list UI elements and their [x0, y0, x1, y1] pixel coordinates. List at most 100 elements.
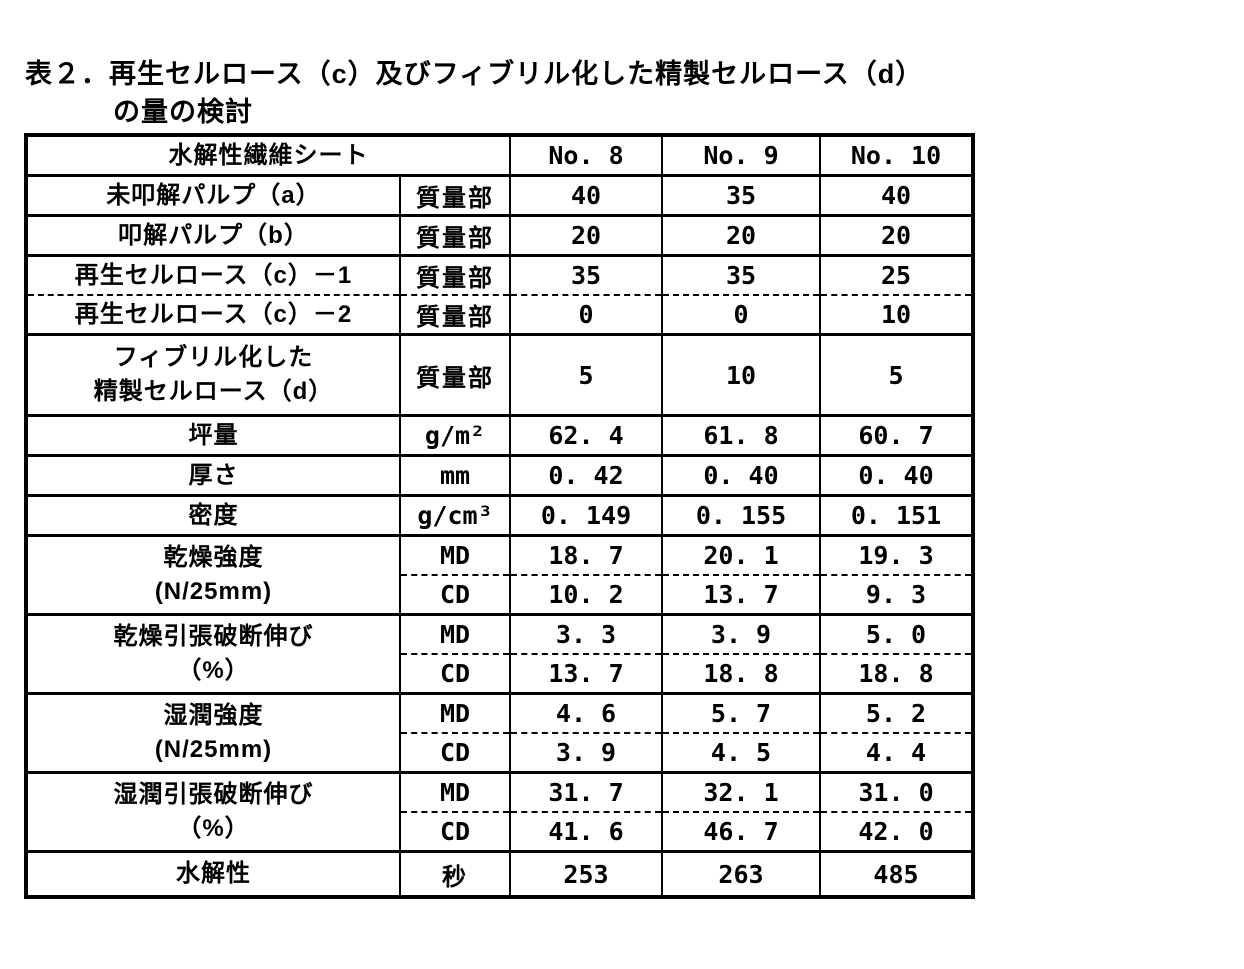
table-row: 坪量 g/m² 62. 4 61. 8 60. 7: [26, 414, 973, 456]
row-label: 再生セルロース（c）－1: [26, 254, 400, 295]
value-cell: 35: [509, 254, 662, 295]
table-row: 乾燥引張破断伸び （%） MD 3. 3 3. 9 5. 0: [26, 613, 973, 694]
hydrolyzable-fiber-sheet-table: 水解性繊維シート No. 8 No. 9 No. 10 未叩解パルプ（a） 質量…: [24, 133, 975, 899]
row-label: フィブリル化した 精製セルロース（d）: [26, 333, 400, 416]
unit-cell: 秒: [399, 850, 510, 897]
value-cell: 0. 42: [509, 454, 662, 496]
value-cell: 5: [509, 333, 662, 416]
value-cell: 3. 9: [661, 613, 820, 654]
row-label: 湿潤引張破断伸び （%）: [26, 771, 400, 852]
table-row: 厚さ mm 0. 42 0. 40 0. 40: [26, 454, 973, 496]
value-cell: 485: [819, 850, 973, 897]
unit-cell: CD: [399, 811, 510, 852]
value-cell: 4. 6: [509, 692, 662, 733]
value-cell: 46. 7: [661, 811, 820, 852]
value-cell: 0. 151: [819, 494, 973, 536]
table-row: 水解性 秒 253 263 485: [26, 850, 973, 897]
value-cell: 9. 3: [819, 574, 973, 615]
table-row: CD 41. 6 46. 7 42. 0: [26, 811, 973, 852]
table-row: 再生セルロース（c）－1 質量部 35 35 25: [26, 254, 973, 295]
row-label: 未叩解パルプ（a）: [26, 174, 400, 216]
unit-cell: g/m²: [399, 414, 510, 456]
unit-cell: 質量部: [399, 294, 510, 335]
value-cell: 10. 2: [509, 574, 662, 615]
unit-cell: 質量部: [399, 214, 510, 256]
unit-cell: 質量部: [399, 254, 510, 295]
row-label: 湿潤強度 (N/25mm): [26, 692, 400, 773]
value-cell: 253: [509, 850, 662, 897]
row-label: 坪量: [26, 414, 400, 456]
value-cell: 31. 7: [509, 771, 662, 812]
value-cell: 10: [819, 294, 973, 335]
column-header-no8: No. 8: [509, 135, 662, 176]
unit-cell: 質量部: [399, 333, 510, 416]
row-label: 叩解パルプ（b）: [26, 214, 400, 256]
table-row: 密度 g/cm³ 0. 149 0. 155 0. 151: [26, 494, 973, 536]
value-cell: 18. 8: [819, 653, 973, 694]
table-caption-line1: 表２．再生セルロース（c）及びフィブリル化した精製セルロース（d）: [25, 59, 924, 89]
unit-cell: CD: [399, 574, 510, 615]
value-cell: 20: [661, 214, 820, 256]
table-row: 湿潤引張破断伸び （%） MD 31. 7 32. 1 31. 0: [26, 771, 973, 852]
value-cell: 3. 3: [509, 613, 662, 654]
value-cell: 18. 8: [661, 653, 820, 694]
table-row: 湿潤強度 (N/25mm) MD 4. 6 5. 7 5. 2: [26, 692, 973, 773]
table-row-header: 水解性繊維シート No. 8 No. 9 No. 10: [26, 135, 973, 176]
value-cell: 42. 0: [819, 811, 973, 852]
header-label: 水解性繊維シート: [168, 141, 369, 169]
table-row: CD 13. 7 18. 8 18. 8: [26, 653, 973, 694]
value-cell: 5. 2: [819, 692, 973, 733]
value-cell: 5: [819, 333, 973, 416]
unit-cell: CD: [399, 653, 510, 694]
value-cell: 60. 7: [819, 414, 973, 456]
unit-cell: mm: [399, 454, 510, 496]
value-cell: 35: [661, 254, 820, 295]
value-cell: 62. 4: [509, 414, 662, 456]
row-label: 密度: [26, 494, 400, 536]
value-cell: 31. 0: [819, 771, 973, 812]
value-cell: 20: [819, 214, 973, 256]
value-cell: 20: [509, 214, 662, 256]
column-header-no10: No. 10: [819, 135, 973, 176]
value-cell: 41. 6: [509, 811, 662, 852]
row-label: 再生セルロース（c）－2: [26, 294, 400, 335]
table-row: 叩解パルプ（b） 質量部 20 20 20: [26, 214, 973, 256]
table-row: CD 10. 2 13. 7 9. 3: [26, 574, 973, 615]
unit-cell: 質量部: [399, 174, 510, 216]
value-cell: 13. 7: [509, 653, 662, 694]
table-caption-line2: の量の検討: [113, 97, 253, 127]
value-cell: 18. 7: [509, 534, 662, 575]
value-cell: 40: [819, 174, 973, 216]
value-cell: 0. 40: [661, 454, 820, 496]
table-row: 未叩解パルプ（a） 質量部 40 35 40: [26, 174, 973, 216]
unit-cell: CD: [399, 732, 510, 773]
value-cell: 20. 1: [661, 534, 820, 575]
value-cell: 35: [661, 174, 820, 216]
value-cell: 3. 9: [509, 732, 662, 773]
value-cell: 263: [661, 850, 820, 897]
value-cell: 32. 1: [661, 771, 820, 812]
value-cell: 10: [661, 333, 820, 416]
value-cell: 19. 3: [819, 534, 973, 575]
value-cell: 0: [661, 294, 820, 335]
row-label: 乾燥引張破断伸び （%）: [26, 613, 400, 694]
unit-cell: MD: [399, 771, 510, 812]
value-cell: 5. 7: [661, 692, 820, 733]
value-cell: 40: [509, 174, 662, 216]
value-cell: 0. 149: [509, 494, 662, 536]
value-cell: 25: [819, 254, 973, 295]
unit-cell: g/cm³: [399, 494, 510, 536]
row-label: 水解性: [26, 850, 400, 897]
value-cell: 5. 0: [819, 613, 973, 654]
unit-cell: MD: [399, 534, 510, 575]
value-cell: 61. 8: [661, 414, 820, 456]
row-label: 乾燥強度 (N/25mm): [26, 534, 400, 615]
value-cell: 13. 7: [661, 574, 820, 615]
value-cell: 4. 5: [661, 732, 820, 773]
unit-cell: MD: [399, 692, 510, 733]
value-cell: 0: [509, 294, 662, 335]
table-row: フィブリル化した 精製セルロース（d） 質量部 5 10 5: [26, 333, 973, 416]
column-header-no9: No. 9: [661, 135, 820, 176]
value-cell: 0. 155: [661, 494, 820, 536]
